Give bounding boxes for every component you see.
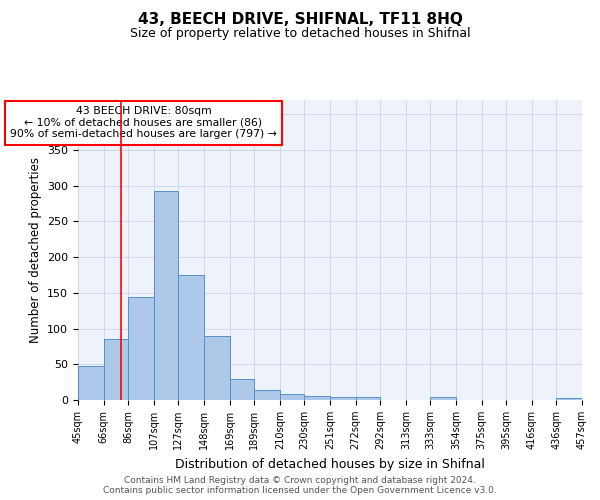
Bar: [128, 297, 154, 400]
Text: Contains public sector information licensed under the Open Government Licence v3: Contains public sector information licen…: [103, 486, 497, 495]
Bar: [254, 390, 280, 400]
Bar: [230, 378, 254, 400]
Bar: [556, 398, 582, 400]
Y-axis label: Number of detached properties: Number of detached properties: [29, 157, 41, 343]
Text: Contains HM Land Registry data © Crown copyright and database right 2024.: Contains HM Land Registry data © Crown c…: [124, 476, 476, 485]
Bar: [178, 275, 204, 400]
Bar: [204, 336, 230, 400]
Bar: [154, 190, 178, 400]
Bar: [304, 396, 330, 400]
Bar: [78, 366, 104, 400]
X-axis label: Distribution of detached houses by size in Shifnal: Distribution of detached houses by size …: [175, 458, 485, 470]
Text: Size of property relative to detached houses in Shifnal: Size of property relative to detached ho…: [130, 28, 470, 40]
Bar: [280, 394, 304, 400]
Bar: [104, 338, 128, 400]
Bar: [356, 397, 380, 400]
Bar: [330, 397, 356, 400]
Bar: [430, 397, 456, 400]
Text: 43, BEECH DRIVE, SHIFNAL, TF11 8HQ: 43, BEECH DRIVE, SHIFNAL, TF11 8HQ: [137, 12, 463, 28]
Text: 43 BEECH DRIVE: 80sqm
← 10% of detached houses are smaller (86)
90% of semi-deta: 43 BEECH DRIVE: 80sqm ← 10% of detached …: [10, 106, 277, 139]
